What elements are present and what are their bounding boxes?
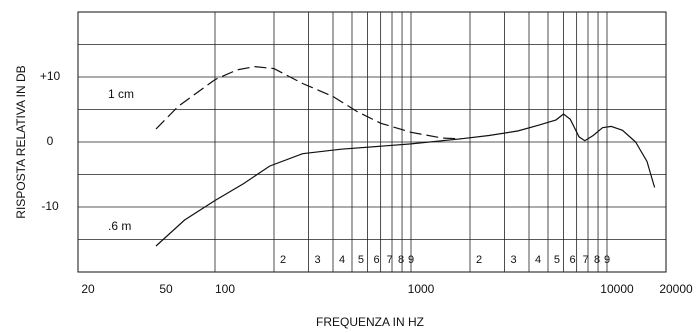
x-minor-tick-label: 4: [535, 254, 541, 266]
series-line: [155, 113, 656, 247]
x-minor-tick-label: 7: [583, 254, 589, 266]
x-minor-tick-label: 6: [569, 254, 575, 266]
x-tick-label: 10000: [600, 282, 634, 296]
x-tick-label: 20: [81, 282, 95, 296]
x-minor-tick-label: 8: [398, 254, 404, 266]
y-tick-label: +10: [40, 69, 61, 83]
y-tick-label: -10: [41, 199, 59, 213]
x-minor-tick-label: 2: [476, 254, 482, 266]
x-minor-tick-label: 4: [339, 254, 345, 266]
x-minor-tick-label: 3: [510, 254, 516, 266]
x-minor-tick-label: 8: [594, 254, 600, 266]
x-minor-tick-label: 5: [358, 254, 364, 266]
x-tick-label: 20000: [659, 282, 693, 296]
x-minor-tick-label: 3: [314, 254, 320, 266]
series-label: 1 cm: [108, 87, 134, 101]
x-minor-tick-label: 2: [280, 254, 286, 266]
x-minor-tick-label: 9: [408, 254, 414, 266]
x-minor-tick-label: 6: [373, 254, 379, 266]
x-tick-label: 50: [159, 282, 173, 296]
series-label: .6 m: [108, 219, 131, 233]
x-axis-label: FREQUENZA IN HZ: [316, 315, 424, 329]
x-tick-label: 100: [215, 282, 235, 296]
x-minor-tick-label: 7: [387, 254, 393, 266]
series-line: [155, 65, 462, 140]
y-axis-label: RISPOSTA RELATIVA IN DB: [14, 65, 28, 218]
y-tick-label: 0: [47, 134, 54, 148]
x-tick-label: 1000: [408, 282, 435, 296]
x-minor-tick-label: 9: [604, 254, 610, 266]
x-minor-tick-label: 5: [554, 254, 560, 266]
